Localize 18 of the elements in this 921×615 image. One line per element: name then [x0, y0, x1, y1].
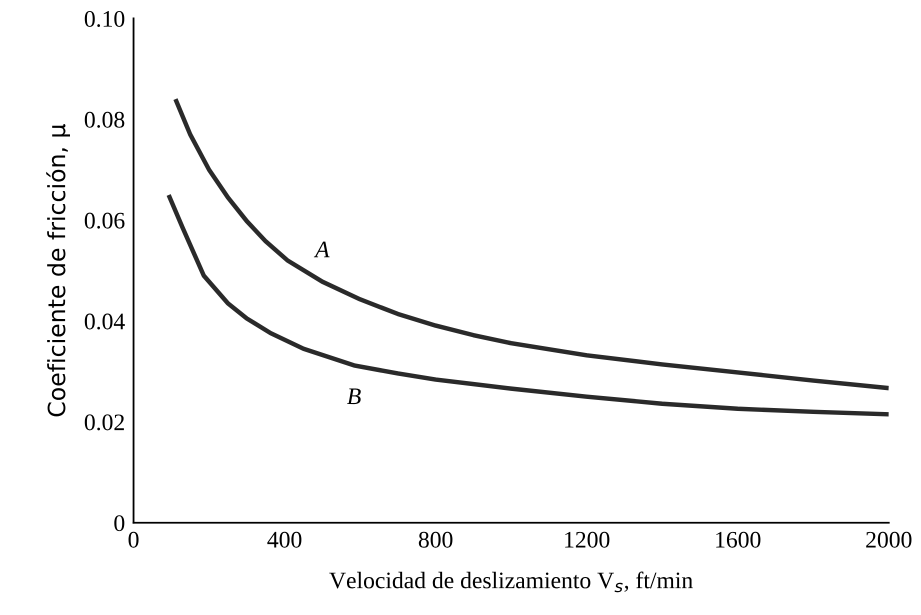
- x-tick-label: 400: [267, 532, 302, 548]
- x-tick-label: 800: [418, 532, 452, 548]
- x-tick-label: 2000: [866, 532, 912, 548]
- line-series: [173, 96, 889, 390]
- x-tick-label: 1200: [565, 532, 610, 548]
- y-tick-label: 0.04: [84, 314, 125, 330]
- x-tick-label: 1600: [716, 532, 760, 548]
- line-series: [166, 192, 889, 417]
- y-tick-label: 0.02: [84, 414, 124, 430]
- y-tick-label: 0: [114, 515, 124, 532]
- y-tick-label: 0.10: [84, 10, 124, 27]
- y-tick-label: 0.06: [84, 212, 125, 229]
- x-tick-label: 0: [128, 532, 139, 548]
- y-axis-title: Coeficiente de fricción, μ: [46, 124, 70, 416]
- x-axis-title: Velocidad de deslizamiento V$_{s}$, ft/min: [329, 572, 693, 592]
- series-label: A: [314, 242, 330, 258]
- series-label: B: [347, 388, 361, 404]
- y-tick-label: 0.08: [84, 112, 124, 128]
